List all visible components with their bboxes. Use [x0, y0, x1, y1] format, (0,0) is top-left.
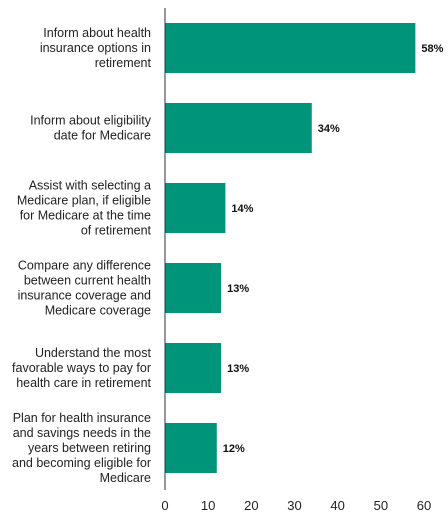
bar-value-label: 14%: [231, 203, 253, 215]
category-label-line: Medicare coverage: [45, 304, 151, 318]
category-label-line: and savings needs in the: [13, 426, 151, 440]
category-label-line: favorable ways to pay for: [12, 361, 151, 375]
category-label: Inform about health insurance options in r…: [40, 26, 152, 70]
category-label-line: years between retiring: [28, 441, 151, 455]
bar: [165, 343, 222, 393]
x-tick-label: 30: [287, 498, 301, 513]
x-tick-label: 50: [374, 498, 388, 513]
x-tick-label: 10: [201, 498, 215, 513]
category-label: Plan for health insurance and savings nee…: [12, 411, 151, 485]
bar-value-label: 58%: [421, 43, 443, 55]
bar-value-label: 34%: [318, 123, 340, 135]
category-label-line: health care in retirement: [16, 376, 151, 390]
category-label-line: insurance coverage and: [18, 289, 151, 303]
category-label-line: of retirement: [81, 224, 152, 238]
category-label-line: Medicare: [100, 471, 151, 485]
category-label: Assist with selecting a Medicare plan, if…: [17, 179, 152, 238]
x-tick-label: 20: [244, 498, 258, 513]
category-label-line: Plan for health insurance: [13, 411, 151, 425]
category-label: Compare any difference between current he…: [18, 259, 151, 318]
bar: [165, 103, 312, 153]
category-label-line: Inform about eligibility: [30, 114, 152, 128]
category-label-line: retirement: [95, 56, 152, 70]
category-label: Inform about eligibility date for Medicar…: [30, 114, 152, 143]
x-tick-label: 40: [330, 498, 344, 513]
category-label-line: Inform about health: [43, 26, 151, 40]
category-label-line: for Medicare at the time: [20, 209, 151, 223]
category-label-line: Compare any difference: [18, 259, 151, 273]
bar-value-label: 13%: [227, 283, 249, 295]
bar: [165, 23, 416, 73]
x-tick-label: 60: [417, 498, 431, 513]
category-label-line: Assist with selecting a: [29, 179, 151, 193]
category-label-line: date for Medicare: [54, 129, 151, 143]
category-label-line: insurance options in: [40, 41, 151, 55]
category-label: Understand the most favorable ways to pay…: [12, 346, 151, 390]
category-label-line: between current health: [24, 274, 151, 288]
category-label-line: Medicare plan, if eligible: [17, 194, 151, 208]
category-label-line: and becoming eligible for: [12, 456, 151, 470]
bar: [165, 263, 222, 313]
x-tick-label: 0: [161, 498, 168, 513]
bar-value-label: 12%: [223, 443, 245, 455]
bar: [165, 423, 217, 473]
category-label-line: Understand the most: [35, 346, 152, 360]
bar-value-label: 13%: [227, 363, 249, 375]
bar: [165, 183, 226, 233]
